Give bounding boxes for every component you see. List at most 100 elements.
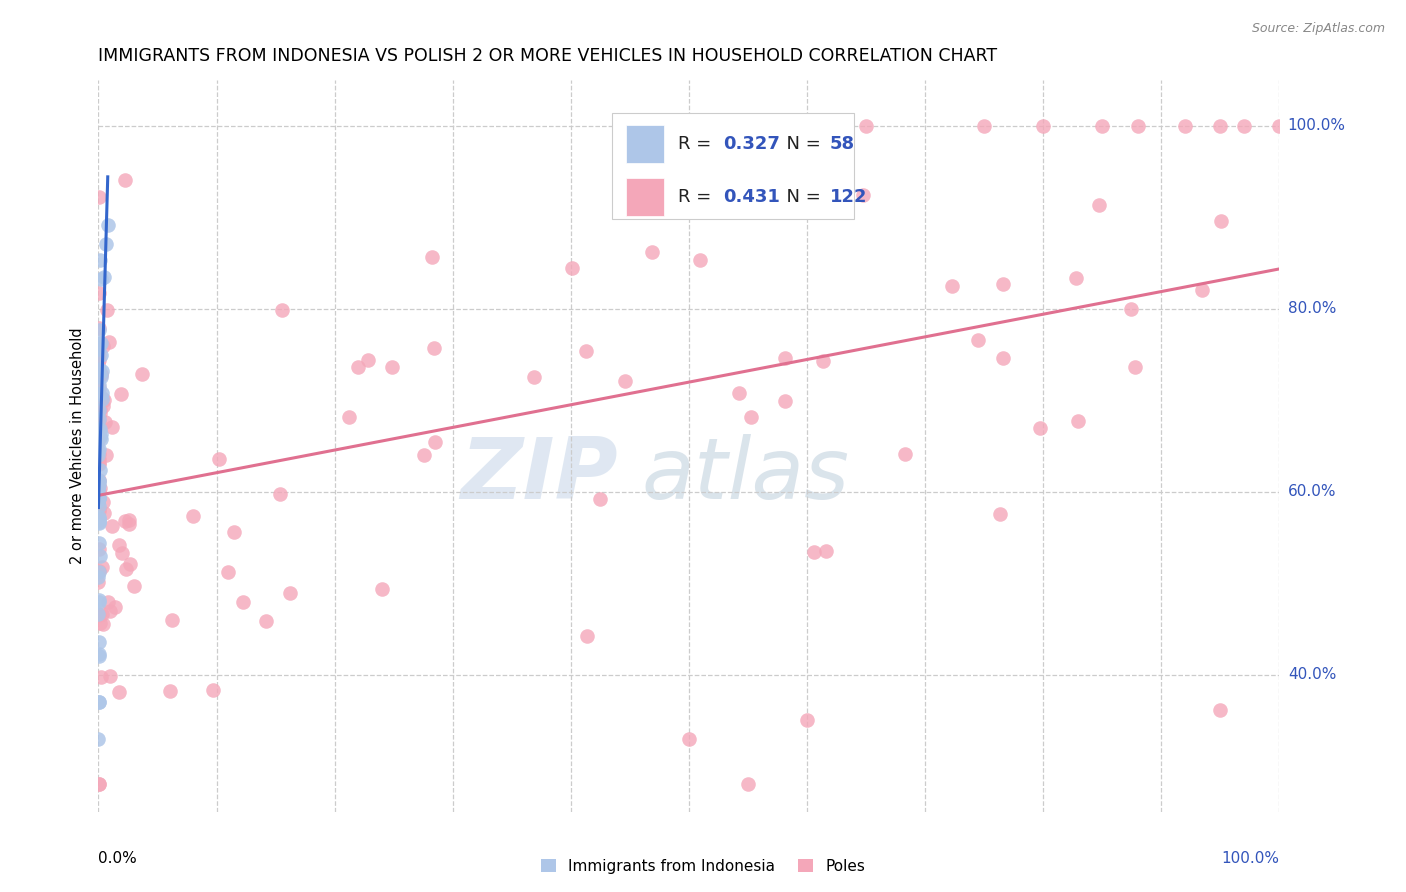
Point: [87, 353, 110, 368]
Point: [89, 430, 111, 444]
Point: [97, 595, 120, 609]
Point: [100, 519, 122, 533]
Point: [160, 613, 183, 627]
Point: [87, 483, 110, 498]
Point: [87, 592, 110, 607]
Point: [357, 352, 380, 367]
Point: [380, 360, 402, 375]
Point: [97, 218, 120, 232]
Point: [89, 401, 111, 416]
Point: [278, 586, 301, 600]
Point: [87, 392, 110, 406]
Point: [87, 434, 110, 448]
Point: [90, 369, 112, 384]
Point: [728, 386, 751, 401]
Point: [89, 381, 111, 395]
Point: [815, 544, 838, 558]
Point: [94, 236, 117, 251]
Point: [991, 277, 1014, 291]
Text: Source: ZipAtlas.com: Source: ZipAtlas.com: [1251, 22, 1385, 36]
Point: [97, 334, 120, 349]
Point: [737, 777, 759, 791]
Text: IMMIGRANTS FROM INDONESIA VS POLISH 2 OR MORE VEHICLES IN HOUSEHOLD CORRELATION : IMMIGRANTS FROM INDONESIA VS POLISH 2 OR…: [98, 47, 997, 65]
Point: [773, 394, 796, 409]
Point: [423, 435, 446, 450]
Point: [89, 695, 111, 709]
Point: [90, 348, 112, 362]
Point: [87, 731, 110, 746]
Point: [89, 481, 111, 495]
Point: [94, 415, 117, 429]
Point: [114, 514, 136, 528]
Point: [87, 512, 110, 526]
Point: [87, 608, 110, 623]
Point: [1191, 284, 1213, 298]
Point: [87, 564, 110, 578]
Point: [1174, 119, 1197, 133]
Point: [561, 261, 583, 276]
Point: [91, 364, 114, 378]
Point: [87, 482, 110, 496]
Point: [588, 491, 610, 506]
Point: [87, 356, 110, 370]
Point: [89, 501, 111, 516]
Point: [91, 560, 114, 574]
Point: [232, 595, 254, 609]
Point: [104, 599, 127, 614]
Point: [87, 448, 110, 462]
Point: [89, 565, 111, 579]
Point: [1268, 119, 1291, 133]
Point: [773, 351, 796, 366]
Point: [89, 406, 111, 420]
Point: [87, 447, 110, 461]
Point: [1091, 119, 1114, 133]
Point: [851, 188, 873, 202]
Point: [87, 513, 110, 527]
Point: [89, 549, 111, 563]
Point: [87, 456, 110, 470]
Point: [201, 682, 224, 697]
Point: [973, 119, 995, 133]
Point: [894, 447, 917, 461]
Point: [1032, 119, 1054, 133]
Point: [107, 684, 129, 698]
Text: R =: R =: [678, 188, 717, 206]
Point: [1209, 214, 1232, 228]
Text: 0.431: 0.431: [723, 188, 780, 206]
Point: [574, 343, 596, 358]
Point: [1126, 119, 1149, 133]
Point: [131, 367, 153, 381]
Point: [87, 491, 110, 505]
Point: [89, 402, 111, 417]
Point: [89, 777, 111, 791]
Point: [114, 173, 136, 187]
Point: [87, 362, 110, 376]
Point: [89, 463, 111, 477]
Y-axis label: 2 or more Vehicles in Household: 2 or more Vehicles in Household: [70, 327, 86, 565]
Point: [87, 647, 110, 661]
Point: [89, 285, 111, 300]
Point: [803, 545, 825, 559]
Point: [159, 684, 181, 698]
Point: [1209, 119, 1232, 133]
Point: [87, 509, 110, 524]
Point: [371, 582, 394, 597]
FancyBboxPatch shape: [626, 125, 664, 163]
Point: [90, 368, 112, 382]
Point: [87, 516, 110, 530]
Point: [118, 513, 141, 527]
Point: [90, 271, 112, 285]
Point: [988, 507, 1011, 521]
Point: [93, 506, 115, 520]
Point: [111, 545, 134, 559]
Point: [208, 451, 231, 466]
Point: [87, 387, 110, 401]
Point: [98, 668, 121, 682]
Point: [90, 432, 112, 446]
Point: [87, 476, 110, 491]
Point: [87, 496, 110, 510]
Point: [678, 731, 700, 746]
Point: [89, 414, 111, 428]
Point: [87, 362, 110, 376]
Point: [87, 491, 110, 506]
